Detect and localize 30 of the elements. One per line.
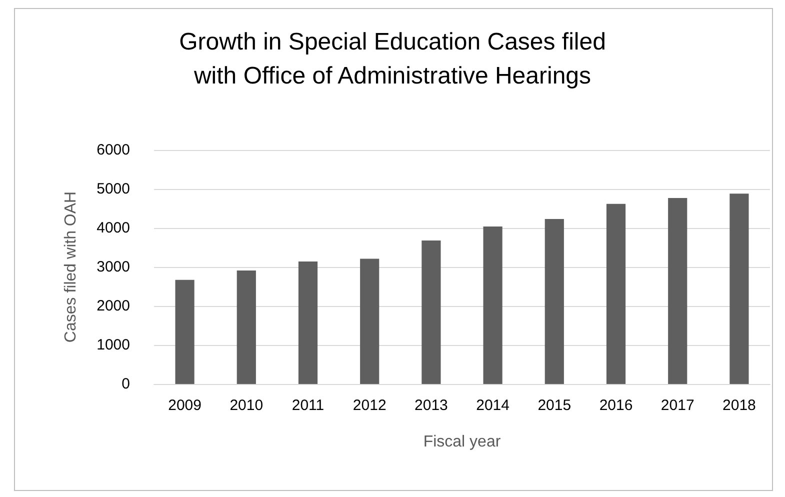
x-tick-label: 2009	[168, 397, 202, 414]
x-tick-label: 2014	[476, 397, 510, 414]
y-tick-label: 1000	[96, 336, 130, 354]
bar	[730, 194, 749, 384]
y-tick-label: 5000	[96, 180, 130, 198]
bar	[298, 262, 318, 384]
x-tick-label: 2016	[599, 397, 633, 414]
x-axis-title: Fiscal year	[423, 434, 502, 450]
bar	[236, 270, 256, 384]
x-tick-label: 2011	[292, 397, 324, 414]
chart-title: Growth in Special Education Cases filed with Office of Administrative Hearings	[179, 28, 606, 90]
x-tick-label: 2015	[538, 397, 572, 414]
bar	[483, 226, 502, 384]
bar	[422, 240, 441, 384]
bar	[668, 198, 688, 384]
y-axis-title: Cases filed with OAH	[62, 191, 80, 343]
x-tick-label: 2013	[414, 397, 448, 414]
y-tick-label: 3000	[96, 258, 130, 276]
y-tick-label: 0	[122, 376, 130, 392]
bar	[544, 219, 564, 384]
y-tick-label: 6000	[96, 142, 130, 158]
x-tick-label: 2010	[230, 397, 264, 414]
y-tick-label: 2000	[96, 298, 130, 314]
x-tick-label: 2012	[352, 397, 386, 414]
x-tick-label: 2018	[722, 397, 756, 414]
x-tick-label: 2017	[660, 397, 694, 414]
bar	[175, 280, 194, 384]
bar	[360, 258, 380, 384]
y-tick-label: 4000	[96, 220, 130, 236]
bar	[606, 204, 626, 384]
